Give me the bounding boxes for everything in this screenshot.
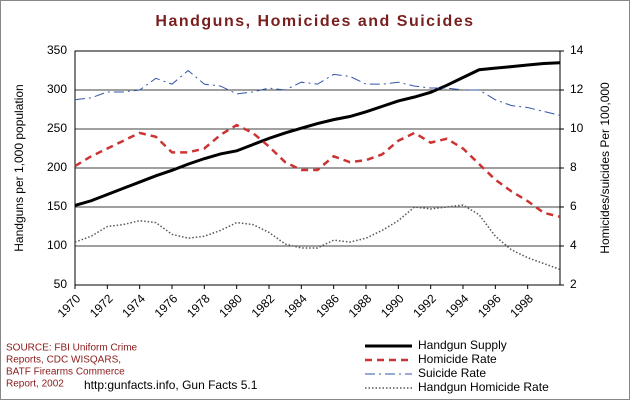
source-line: Reports, CDC WISQARS, xyxy=(6,355,121,366)
legend-label: Homicide Rate xyxy=(418,352,497,366)
source-line: Report, 2002 xyxy=(6,379,64,390)
legend-label: Handgun Homicide Rate xyxy=(418,380,549,394)
legend-label: Handgun Supply xyxy=(418,338,507,352)
chart-title: Handguns, Homicides and Suicides xyxy=(155,13,474,30)
y2-tick-label: 2 xyxy=(570,277,577,291)
y-tick-label: 300 xyxy=(47,82,67,96)
y2-tick-label: 8 xyxy=(570,160,577,174)
plot-border xyxy=(74,50,561,286)
y2-tick-label: 4 xyxy=(570,238,577,252)
y2-tick-label: 10 xyxy=(570,121,584,135)
series-line xyxy=(74,61,561,207)
y-tick-label: 150 xyxy=(47,199,67,213)
y2-tick-label: 6 xyxy=(570,199,577,213)
y-tick-label: 100 xyxy=(47,238,67,252)
y-tick-label: 250 xyxy=(47,121,67,135)
y-tick-label: 350 xyxy=(47,43,67,57)
series-line xyxy=(74,123,561,218)
footnote: http:gunfacts.info, Gun Facts 5.1 xyxy=(84,378,258,392)
series-line xyxy=(74,204,561,271)
source-line: SOURCE: FBI Uniform Crime xyxy=(6,343,138,354)
y2-tick-label: 12 xyxy=(570,82,584,96)
y-axis-label: Handguns per 1,000 population xyxy=(12,84,26,251)
series-line xyxy=(74,69,561,116)
y-tick-label: 200 xyxy=(47,160,67,174)
y-tick-label: 50 xyxy=(54,277,68,291)
source-line: BATF Firearms Commerce xyxy=(6,367,125,378)
legend-label: Suicide Rate xyxy=(418,366,486,380)
y2-axis-label: Homicides/suicides Per 100,000 xyxy=(598,82,612,254)
y2-tick-label: 14 xyxy=(570,43,584,57)
